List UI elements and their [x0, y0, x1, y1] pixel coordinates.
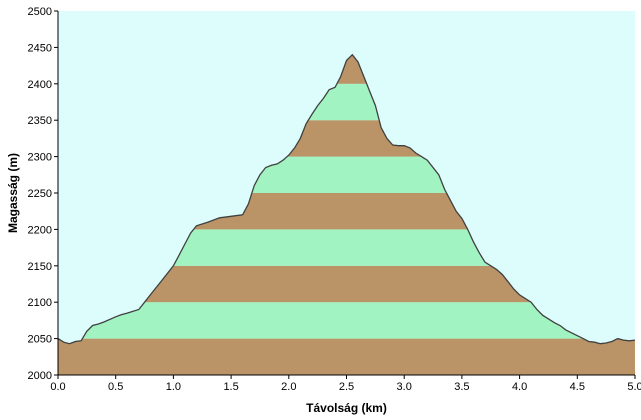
y-tick-label: 2500	[28, 6, 52, 18]
y-axis-title: Magasság (m)	[6, 153, 20, 233]
elevation-band	[58, 338, 635, 375]
x-tick-label: 2.0	[281, 381, 296, 393]
y-tick-label: 2200	[28, 224, 52, 236]
x-tick-label: 0.5	[108, 381, 123, 393]
y-tick-label: 2050	[28, 334, 52, 346]
x-axis: 0.0 0.5 1.0 1.5 2.0 2.5 3.0 3.5 4.0 4.5 5.0	[50, 374, 641, 393]
y-tick-label: 2250	[28, 188, 52, 200]
y-tick-label: 2400	[28, 79, 52, 91]
x-tick-label: 4.5	[570, 381, 585, 393]
x-tick-label: 5.0	[627, 381, 641, 393]
x-tick-label: 1.0	[166, 381, 181, 393]
y-tick-label: 2000	[28, 370, 52, 382]
x-tick-label: 1.5	[223, 381, 238, 393]
x-tick-label: 0.0	[50, 381, 65, 393]
x-tick-label: 4.0	[512, 381, 527, 393]
y-tick-label: 2100	[28, 297, 52, 309]
x-tick-label: 3.0	[397, 381, 412, 393]
y-tick-label: 2450	[28, 42, 52, 54]
profile-line	[57, 53, 636, 345]
y-tick-label: 2300	[28, 152, 52, 164]
x-tick-label: 2.5	[339, 381, 354, 393]
y-tick-label: 2150	[28, 261, 52, 273]
y-tick-label: 2350	[28, 115, 52, 127]
x-axis-title: Távolság (km)	[306, 401, 387, 415]
x-tick-label: 3.5	[454, 381, 469, 393]
y-axis: 2000 2050 2100 2150 2200 2250 2300 2350 2400 2450…	[28, 6, 59, 382]
